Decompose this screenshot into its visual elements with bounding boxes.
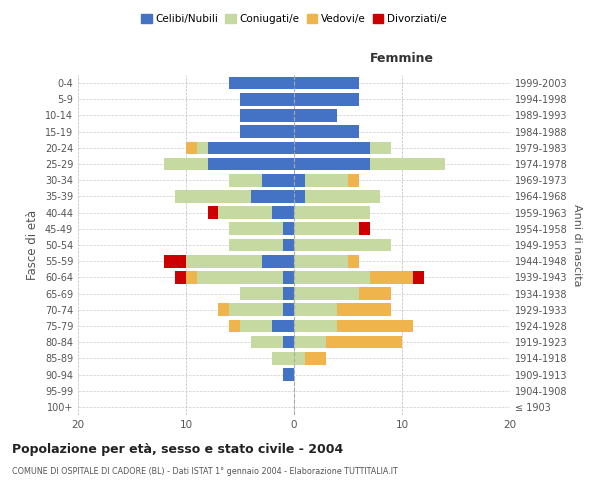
Bar: [272, 320, 294, 332]
Bar: [305, 352, 326, 364]
Y-axis label: Fasce di età: Fasce di età: [26, 210, 39, 280]
Bar: [413, 271, 424, 283]
Bar: [294, 126, 359, 138]
Bar: [348, 255, 359, 268]
Bar: [294, 271, 370, 283]
Bar: [208, 206, 218, 219]
Bar: [326, 336, 402, 348]
Bar: [294, 142, 370, 154]
Text: COMUNE DI OSPITALE DI CADORE (BL) - Dati ISTAT 1° gennaio 2004 - Elaborazione TU: COMUNE DI OSPITALE DI CADORE (BL) - Dati…: [12, 468, 398, 476]
Text: Popolazione per età, sesso e stato civile - 2004: Popolazione per età, sesso e stato civil…: [12, 442, 343, 456]
Bar: [262, 255, 294, 268]
Bar: [164, 158, 208, 170]
Bar: [240, 93, 294, 106]
Bar: [294, 288, 359, 300]
Bar: [186, 142, 197, 154]
Bar: [272, 352, 294, 364]
Bar: [186, 271, 197, 283]
Bar: [337, 304, 391, 316]
Bar: [294, 320, 337, 332]
Bar: [294, 222, 359, 235]
Bar: [272, 206, 294, 219]
Bar: [208, 142, 294, 154]
Bar: [294, 93, 359, 106]
Bar: [208, 158, 294, 170]
Bar: [294, 174, 305, 186]
Bar: [175, 190, 251, 202]
Bar: [359, 288, 391, 300]
Bar: [164, 255, 186, 268]
Bar: [294, 352, 305, 364]
Bar: [305, 190, 380, 202]
Bar: [294, 77, 359, 90]
Bar: [240, 126, 294, 138]
Bar: [370, 271, 413, 283]
Bar: [251, 190, 294, 202]
Bar: [294, 255, 348, 268]
Bar: [229, 174, 262, 186]
Bar: [240, 288, 283, 300]
Y-axis label: Anni di nascita: Anni di nascita: [572, 204, 581, 286]
Bar: [294, 304, 337, 316]
Bar: [337, 320, 413, 332]
Bar: [283, 222, 294, 235]
Bar: [229, 77, 294, 90]
Bar: [294, 206, 370, 219]
Bar: [197, 271, 283, 283]
Bar: [283, 336, 294, 348]
Bar: [348, 174, 359, 186]
Bar: [251, 336, 283, 348]
Bar: [294, 238, 391, 252]
Bar: [218, 206, 272, 219]
Bar: [283, 238, 294, 252]
Legend: Celibi/Nubili, Coniugati/e, Vedovi/e, Divorziati/e: Celibi/Nubili, Coniugati/e, Vedovi/e, Di…: [137, 10, 451, 29]
Bar: [240, 320, 272, 332]
Bar: [359, 222, 370, 235]
Bar: [197, 142, 208, 154]
Bar: [283, 271, 294, 283]
Bar: [218, 304, 229, 316]
Bar: [283, 368, 294, 381]
Bar: [294, 158, 370, 170]
Bar: [186, 255, 262, 268]
Bar: [229, 304, 283, 316]
Bar: [262, 174, 294, 186]
Bar: [229, 320, 240, 332]
Bar: [370, 158, 445, 170]
Bar: [229, 222, 283, 235]
Bar: [294, 336, 326, 348]
Text: Femmine: Femmine: [370, 52, 434, 65]
Bar: [305, 174, 348, 186]
Bar: [283, 288, 294, 300]
Bar: [240, 109, 294, 122]
Bar: [370, 142, 391, 154]
Bar: [294, 109, 337, 122]
Bar: [283, 304, 294, 316]
Bar: [175, 271, 186, 283]
Bar: [229, 238, 283, 252]
Bar: [294, 190, 305, 202]
